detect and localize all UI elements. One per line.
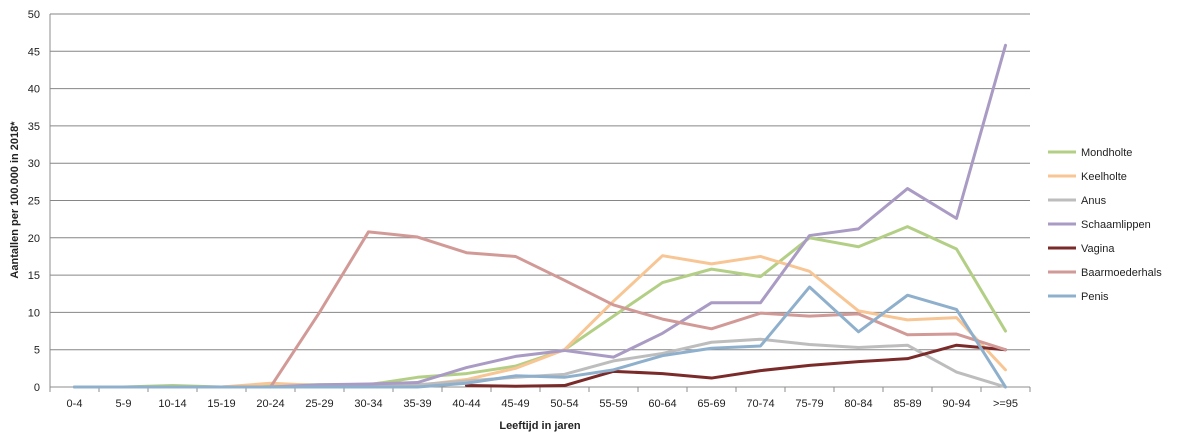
x-tick-label: 75-79 <box>795 398 823 410</box>
x-tick-label: 55-59 <box>599 398 627 410</box>
y-tick-label: 5 <box>34 345 40 357</box>
x-tick-label: >=95 <box>993 398 1018 410</box>
legend-label: Keelholte <box>1081 171 1127 183</box>
y-tick-label: 10 <box>28 307 40 319</box>
y-tick-label: 35 <box>28 121 40 133</box>
series-line-baarmoederhals <box>269 230 1007 389</box>
x-tick-label: 70-74 <box>746 398 774 410</box>
y-tick-label: 40 <box>28 84 40 96</box>
y-tick-label: 20 <box>28 233 40 245</box>
legend-label: Penis <box>1081 291 1109 303</box>
legend-label: Baarmoederhals <box>1081 267 1162 279</box>
legend: Mondholte Keelholte Anus Schaamlippen Vagina… <box>1048 147 1162 303</box>
y-tick-label: 25 <box>28 196 40 208</box>
legend-label: Schaamlippen <box>1081 219 1151 231</box>
y-axis-ticks: 0 5 10 15 20 25 30 35 40 45 50 <box>28 9 40 394</box>
x-tick-label: 90-94 <box>942 398 970 410</box>
y-tick-label: 45 <box>28 46 40 58</box>
x-tick-label: 65-69 <box>697 398 725 410</box>
x-axis-ticks: 0-4 5-9 10-14 15-19 20-24 25-29 30-34 35-39 40-4… <box>49 387 1031 410</box>
legend-label: Anus <box>1081 195 1107 207</box>
x-tick-label: 45-49 <box>501 398 529 410</box>
x-axis-title: Leeftijd in jaren <box>499 420 581 432</box>
y-tick-label: 30 <box>28 158 40 170</box>
x-tick-label: 30-34 <box>354 398 382 410</box>
x-tick-label: 5-9 <box>116 398 132 410</box>
y-axis-title: Aantallen per 100.000 in 2018* <box>9 121 21 279</box>
legend-label: Mondholte <box>1081 147 1132 159</box>
series-line-schaamlippen <box>73 43 1007 389</box>
x-tick-label: 25-29 <box>305 398 333 410</box>
x-tick-label: 15-19 <box>207 398 235 410</box>
x-tick-label: 35-39 <box>403 398 431 410</box>
x-tick-label: 10-14 <box>158 398 186 410</box>
x-tick-label: 85-89 <box>893 398 921 410</box>
legend-label: Vagina <box>1081 243 1115 255</box>
y-tick-label: 15 <box>28 270 40 282</box>
x-tick-label: 20-24 <box>256 398 284 410</box>
series-line-vagina <box>465 343 1007 388</box>
series-line-penis <box>73 285 1007 389</box>
x-tick-label: 40-44 <box>452 398 480 410</box>
x-tick-label: 0-4 <box>67 398 83 410</box>
series-line-anus <box>73 337 1007 389</box>
x-tick-label: 80-84 <box>844 398 872 410</box>
series-lines <box>73 43 1007 389</box>
series-line-mondholte <box>73 225 1007 389</box>
x-tick-label: 50-54 <box>550 398 578 410</box>
y-tick-label: 50 <box>28 9 40 21</box>
gridlines <box>49 13 1030 388</box>
x-tick-label: 60-64 <box>648 398 676 410</box>
y-tick-label: 0 <box>34 382 40 394</box>
